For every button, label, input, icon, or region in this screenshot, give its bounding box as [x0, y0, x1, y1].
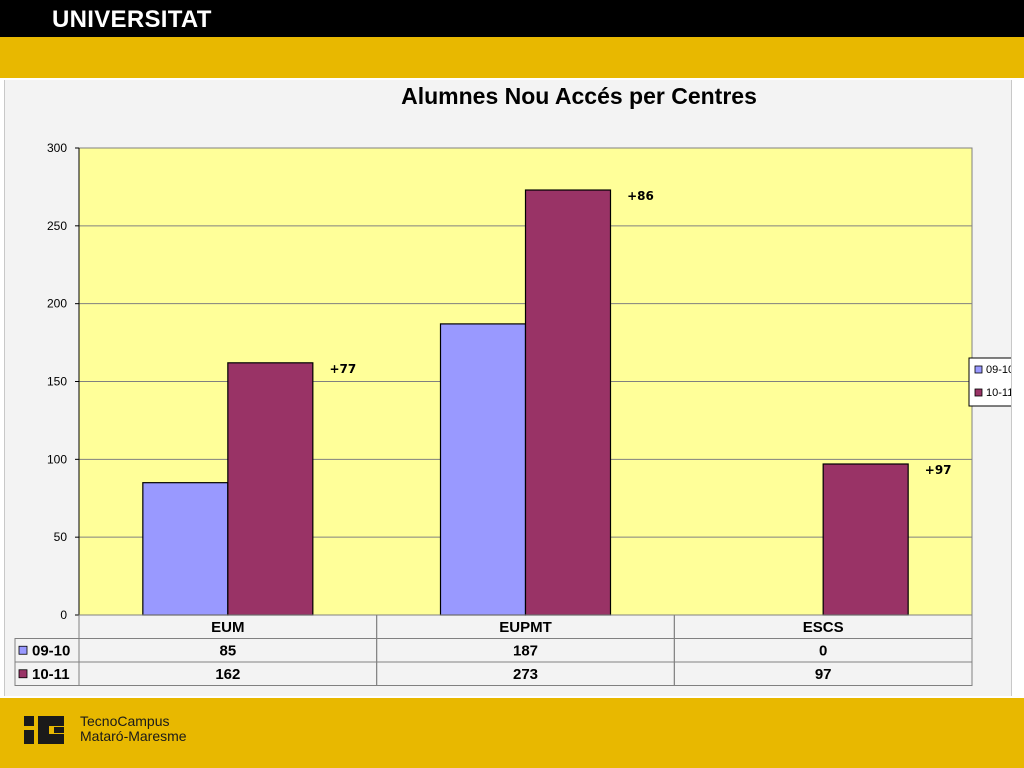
logo-line-1: TecnoCampus [80, 713, 170, 729]
table-category-label: EUM [211, 619, 244, 636]
table-value: 85 [219, 643, 236, 660]
bar-09-10-EUPMT [439, 323, 527, 616]
y-tick-label: 300 [47, 141, 67, 155]
header-band [0, 37, 1024, 78]
logo-line-2: Mataró-Maresme [80, 728, 187, 744]
bar-chart: Alumnes Nou Accés per Centres 0 50 100 150 20… [14, 83, 1011, 686]
table-value: 162 [215, 666, 240, 683]
table-legend-key-09-10 [18, 645, 28, 655]
y-tick-label: 150 [47, 375, 67, 389]
legend-swatch-09-10 [974, 365, 983, 374]
legend-label: 09-10 [986, 364, 1011, 376]
y-tick-label: 0 [60, 608, 67, 622]
chart-panel: Alumnes Nou Accés per Centres 0 50 100 150 20… [4, 80, 1012, 696]
table-series-label: 10-11 [32, 666, 70, 683]
table-category-label: EUPMT [499, 619, 552, 636]
table-value-cell [673, 661, 973, 686]
y-tick-label: 100 [47, 452, 67, 466]
tecnocampus-logo-icon [24, 716, 64, 744]
header-title: UNIVERSITAT [52, 6, 212, 33]
legend-swatch-10-11 [974, 388, 983, 397]
y-tick-label: 200 [47, 297, 67, 311]
bar-10-11-ESCS [822, 463, 909, 616]
table-value: 187 [513, 643, 538, 660]
bar-10-11-EUPMT [524, 189, 612, 616]
y-tick-label: 50 [54, 530, 68, 544]
table-category-label: ESCS [803, 619, 844, 636]
footer-band [0, 698, 1024, 768]
y-tick-label: 250 [47, 219, 67, 233]
table-value: 273 [513, 666, 538, 683]
table-series-label: 09-10 [32, 643, 70, 660]
header-bar: UNIVERSITAT [0, 0, 1024, 37]
bar-09-10-EUM [142, 482, 229, 616]
legend-box [968, 357, 1011, 407]
bar-annotation: +97 [925, 463, 952, 477]
bar-10-11-EUM [227, 362, 314, 616]
table-value: 97 [815, 666, 832, 683]
table-legend-key-10-11 [18, 669, 28, 679]
footer-logo-text: TecnoCampus Mataró-Maresme [80, 714, 187, 744]
table-value: 0 [819, 643, 827, 660]
bar-annotation: +86 [627, 189, 654, 203]
chart-title: Alumnes Nou Accés per Centres [401, 83, 757, 109]
bar-annotation: +77 [329, 362, 356, 376]
legend-label: 10-11 [986, 387, 1011, 399]
